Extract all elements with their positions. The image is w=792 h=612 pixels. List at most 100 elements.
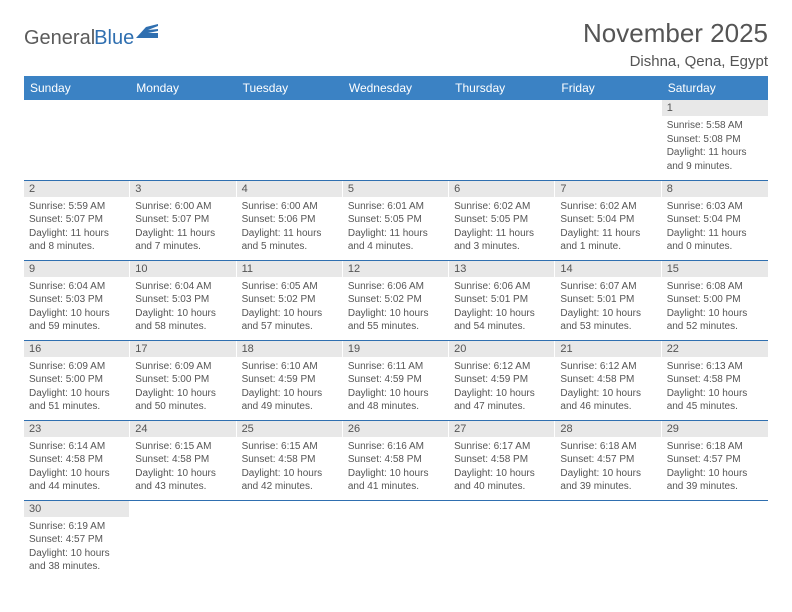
day-cell: 26Sunrise: 6:16 AMSunset: 4:58 PMDayligh…	[343, 420, 449, 500]
day-cell: 29Sunrise: 6:18 AMSunset: 4:57 PMDayligh…	[662, 420, 768, 500]
daylight-line-1: Daylight: 10 hours	[348, 387, 444, 401]
sunrise-line: Sunrise: 6:01 AM	[348, 200, 444, 214]
day-details: Sunrise: 6:13 AMSunset: 4:58 PMDaylight:…	[662, 357, 768, 418]
sunrise-line: Sunrise: 6:18 AM	[667, 440, 763, 454]
sunrise-line: Sunrise: 6:09 AM	[135, 360, 231, 374]
sunrise-line: Sunrise: 6:13 AM	[667, 360, 763, 374]
daylight-line-2: and 40 minutes.	[454, 480, 550, 494]
daylight-line-1: Daylight: 11 hours	[29, 227, 125, 241]
day-number: 29	[662, 421, 768, 437]
day-number: 27	[449, 421, 555, 437]
day-cell: 1Sunrise: 5:58 AMSunset: 5:08 PMDaylight…	[662, 100, 768, 180]
day-number: 6	[449, 181, 555, 197]
sunrise-line: Sunrise: 6:19 AM	[29, 520, 125, 534]
sunset-line: Sunset: 5:04 PM	[667, 213, 763, 227]
day-cell: 3Sunrise: 6:00 AMSunset: 5:07 PMDaylight…	[130, 180, 236, 260]
day-cell: 21Sunrise: 6:12 AMSunset: 4:58 PMDayligh…	[555, 340, 661, 420]
sunrise-line: Sunrise: 6:10 AM	[242, 360, 338, 374]
daylight-line-2: and 4 minutes.	[348, 240, 444, 254]
day-details: Sunrise: 6:10 AMSunset: 4:59 PMDaylight:…	[237, 357, 343, 418]
day-details: Sunrise: 6:12 AMSunset: 4:58 PMDaylight:…	[555, 357, 661, 418]
day-details: Sunrise: 6:18 AMSunset: 4:57 PMDaylight:…	[662, 437, 768, 498]
daylight-line-1: Daylight: 10 hours	[29, 387, 125, 401]
daylight-line-2: and 5 minutes.	[242, 240, 338, 254]
daylight-line-2: and 50 minutes.	[135, 400, 231, 414]
day-details: Sunrise: 5:59 AMSunset: 5:07 PMDaylight:…	[24, 197, 130, 258]
day-details: Sunrise: 6:01 AMSunset: 5:05 PMDaylight:…	[343, 197, 449, 258]
daylight-line-2: and 9 minutes.	[667, 160, 763, 174]
daylight-line-1: Daylight: 10 hours	[135, 307, 231, 321]
day-details: Sunrise: 6:11 AMSunset: 4:59 PMDaylight:…	[343, 357, 449, 418]
sunrise-line: Sunrise: 6:02 AM	[560, 200, 656, 214]
day-details: Sunrise: 6:05 AMSunset: 5:02 PMDaylight:…	[237, 277, 343, 338]
day-details: Sunrise: 6:08 AMSunset: 5:00 PMDaylight:…	[662, 277, 768, 338]
day-number: 20	[449, 341, 555, 357]
sunset-line: Sunset: 5:01 PM	[560, 293, 656, 307]
day-cell: 8Sunrise: 6:03 AMSunset: 5:04 PMDaylight…	[662, 180, 768, 260]
daylight-line-2: and 58 minutes.	[135, 320, 231, 334]
sunset-line: Sunset: 5:03 PM	[135, 293, 231, 307]
day-details: Sunrise: 6:09 AMSunset: 5:00 PMDaylight:…	[24, 357, 130, 418]
sunrise-line: Sunrise: 6:05 AM	[242, 280, 338, 294]
title-block: November 2025 Dishna, Qena, Egypt	[583, 18, 768, 70]
day-number: 5	[343, 181, 449, 197]
daylight-line-2: and 7 minutes.	[135, 240, 231, 254]
daylight-line-1: Daylight: 10 hours	[242, 387, 338, 401]
day-cell: 27Sunrise: 6:17 AMSunset: 4:58 PMDayligh…	[449, 420, 555, 500]
weekday-row: SundayMondayTuesdayWednesdayThursdayFrid…	[24, 76, 768, 100]
sunset-line: Sunset: 4:58 PM	[242, 453, 338, 467]
day-details: Sunrise: 6:15 AMSunset: 4:58 PMDaylight:…	[237, 437, 343, 498]
sunrise-line: Sunrise: 6:02 AM	[454, 200, 550, 214]
sunset-line: Sunset: 4:58 PM	[29, 453, 125, 467]
daylight-line-1: Daylight: 10 hours	[135, 467, 231, 481]
empty-cell	[237, 500, 343, 580]
daylight-line-2: and 45 minutes.	[667, 400, 763, 414]
day-number: 21	[555, 341, 661, 357]
sunrise-line: Sunrise: 6:12 AM	[560, 360, 656, 374]
daylight-line-2: and 39 minutes.	[667, 480, 763, 494]
sunrise-line: Sunrise: 6:17 AM	[454, 440, 550, 454]
daylight-line-1: Daylight: 10 hours	[29, 547, 125, 561]
day-cell: 7Sunrise: 6:02 AMSunset: 5:04 PMDaylight…	[555, 180, 661, 260]
day-number: 1	[662, 100, 768, 116]
daylight-line-2: and 54 minutes.	[454, 320, 550, 334]
day-details: Sunrise: 5:58 AMSunset: 5:08 PMDaylight:…	[662, 116, 768, 177]
day-number: 16	[24, 341, 130, 357]
daylight-line-2: and 52 minutes.	[667, 320, 763, 334]
day-number: 15	[662, 261, 768, 277]
empty-cell	[555, 100, 661, 180]
daylight-line-2: and 57 minutes.	[242, 320, 338, 334]
day-cell: 19Sunrise: 6:11 AMSunset: 4:59 PMDayligh…	[343, 340, 449, 420]
sunrise-line: Sunrise: 6:11 AM	[348, 360, 444, 374]
day-number: 22	[662, 341, 768, 357]
empty-cell	[237, 100, 343, 180]
daylight-line-2: and 55 minutes.	[348, 320, 444, 334]
daylight-line-2: and 3 minutes.	[454, 240, 550, 254]
daylight-line-1: Daylight: 10 hours	[29, 467, 125, 481]
day-number: 13	[449, 261, 555, 277]
day-number: 11	[237, 261, 343, 277]
day-cell: 2Sunrise: 5:59 AMSunset: 5:07 PMDaylight…	[24, 180, 130, 260]
daylight-line-1: Daylight: 10 hours	[667, 387, 763, 401]
empty-cell	[343, 100, 449, 180]
logo-flag-icon	[136, 24, 158, 43]
sunrise-line: Sunrise: 6:00 AM	[135, 200, 231, 214]
weekday-header: Sunday	[24, 76, 130, 100]
sunset-line: Sunset: 5:01 PM	[454, 293, 550, 307]
daylight-line-1: Daylight: 10 hours	[348, 467, 444, 481]
daylight-line-2: and 43 minutes.	[135, 480, 231, 494]
sunset-line: Sunset: 4:58 PM	[667, 373, 763, 387]
day-number: 28	[555, 421, 661, 437]
daylight-line-2: and 59 minutes.	[29, 320, 125, 334]
day-cell: 5Sunrise: 6:01 AMSunset: 5:05 PMDaylight…	[343, 180, 449, 260]
day-number: 8	[662, 181, 768, 197]
day-details: Sunrise: 6:09 AMSunset: 5:00 PMDaylight:…	[130, 357, 236, 418]
sunrise-line: Sunrise: 6:15 AM	[242, 440, 338, 454]
day-number: 23	[24, 421, 130, 437]
calendar-row: 2Sunrise: 5:59 AMSunset: 5:07 PMDaylight…	[24, 180, 768, 260]
day-number: 19	[343, 341, 449, 357]
calendar-row: 1Sunrise: 5:58 AMSunset: 5:08 PMDaylight…	[24, 100, 768, 180]
daylight-line-2: and 41 minutes.	[348, 480, 444, 494]
daylight-line-1: Daylight: 11 hours	[135, 227, 231, 241]
sunrise-line: Sunrise: 6:15 AM	[135, 440, 231, 454]
